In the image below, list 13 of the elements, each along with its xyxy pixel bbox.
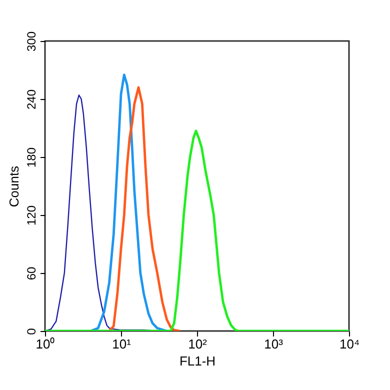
y-axis-title: Counts bbox=[6, 165, 22, 208]
y-tick-label: 180 bbox=[24, 147, 38, 168]
y-tick-label: 300 bbox=[24, 31, 38, 52]
x-tick-label: 10⁰ bbox=[36, 336, 56, 352]
y-tick-label: 240 bbox=[24, 89, 38, 110]
x-tick-label: 10³ bbox=[264, 336, 284, 352]
x-tick-label: 10² bbox=[188, 336, 208, 352]
y-tick-label: 120 bbox=[24, 205, 38, 226]
x-tick-label: 10⁴ bbox=[339, 336, 360, 352]
x-tick-label: 10¹ bbox=[112, 336, 132, 352]
y-tick-label: 0 bbox=[24, 328, 38, 335]
y-tick-label: 60 bbox=[24, 266, 38, 280]
x-axis-title: FL1-H bbox=[179, 354, 216, 368]
